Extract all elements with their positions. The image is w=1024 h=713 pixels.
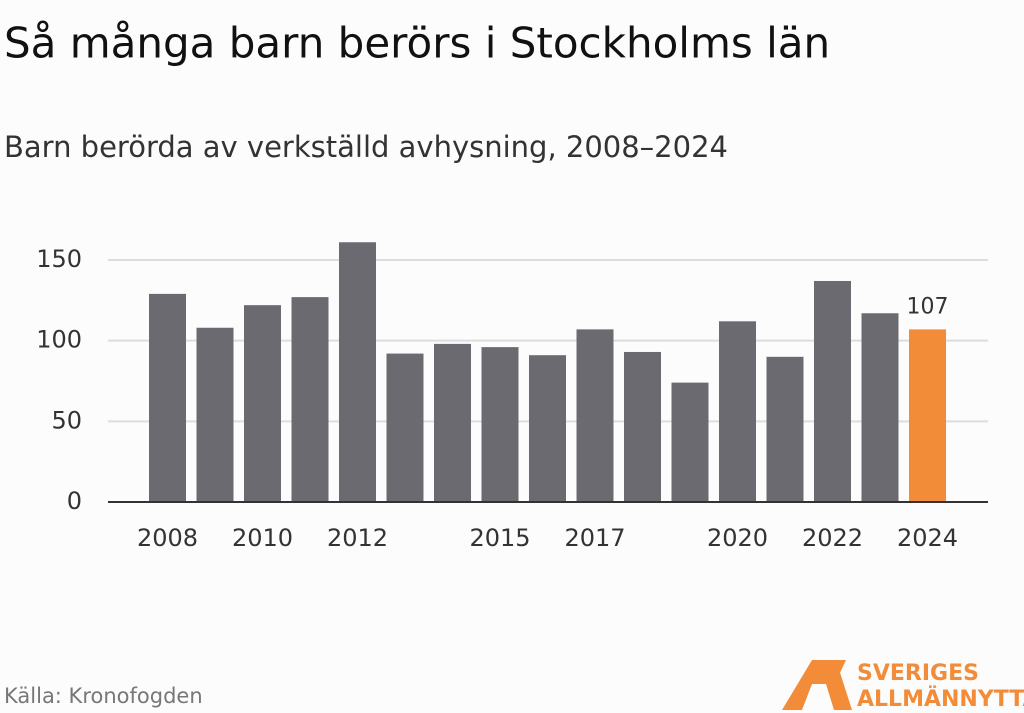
x-tick-label: 2015 <box>469 524 530 552</box>
bar <box>481 347 519 502</box>
bar <box>814 280 851 502</box>
bar <box>909 329 946 502</box>
y-tick-label: 150 <box>36 245 82 273</box>
bar <box>576 329 614 502</box>
chart-subtitle: Barn berörda av verkställd avhysning, 20… <box>4 130 728 164</box>
y-tick-label: 50 <box>51 406 82 434</box>
logo-text: SVERIGES <box>857 661 979 686</box>
bar <box>671 382 709 502</box>
chart-title: Så många barn berörs i Stockholms län <box>4 19 830 68</box>
bar <box>719 321 756 502</box>
y-tick-label: 100 <box>36 326 82 354</box>
bar <box>339 242 376 502</box>
y-tick-label: 0 <box>67 487 82 515</box>
x-tick-label: 2020 <box>707 524 768 552</box>
bar <box>529 355 566 502</box>
bar <box>861 313 899 502</box>
x-tick-label: 2012 <box>327 524 388 552</box>
x-tick-label: 2024 <box>897 524 958 552</box>
logo-icon-part <box>826 660 846 690</box>
value-label: 107 <box>907 294 949 319</box>
x-tick-label: 2008 <box>137 524 198 552</box>
x-tick-label: 2022 <box>802 524 863 552</box>
bar <box>434 343 471 502</box>
x-tick-label: 2017 <box>564 524 625 552</box>
source: Källa: Kronofogden <box>4 684 203 708</box>
logo: SVERIGES ALLMÄNNYTTA <box>782 660 1024 712</box>
bar <box>624 351 661 502</box>
bar <box>291 297 329 502</box>
bar <box>244 305 281 502</box>
logo-text: ALLMÄNNYTTA <box>857 686 1024 712</box>
bar <box>196 327 234 502</box>
bar <box>149 293 186 502</box>
bar <box>766 356 804 502</box>
x-tick-label: 2010 <box>232 524 293 552</box>
bar <box>386 353 424 502</box>
